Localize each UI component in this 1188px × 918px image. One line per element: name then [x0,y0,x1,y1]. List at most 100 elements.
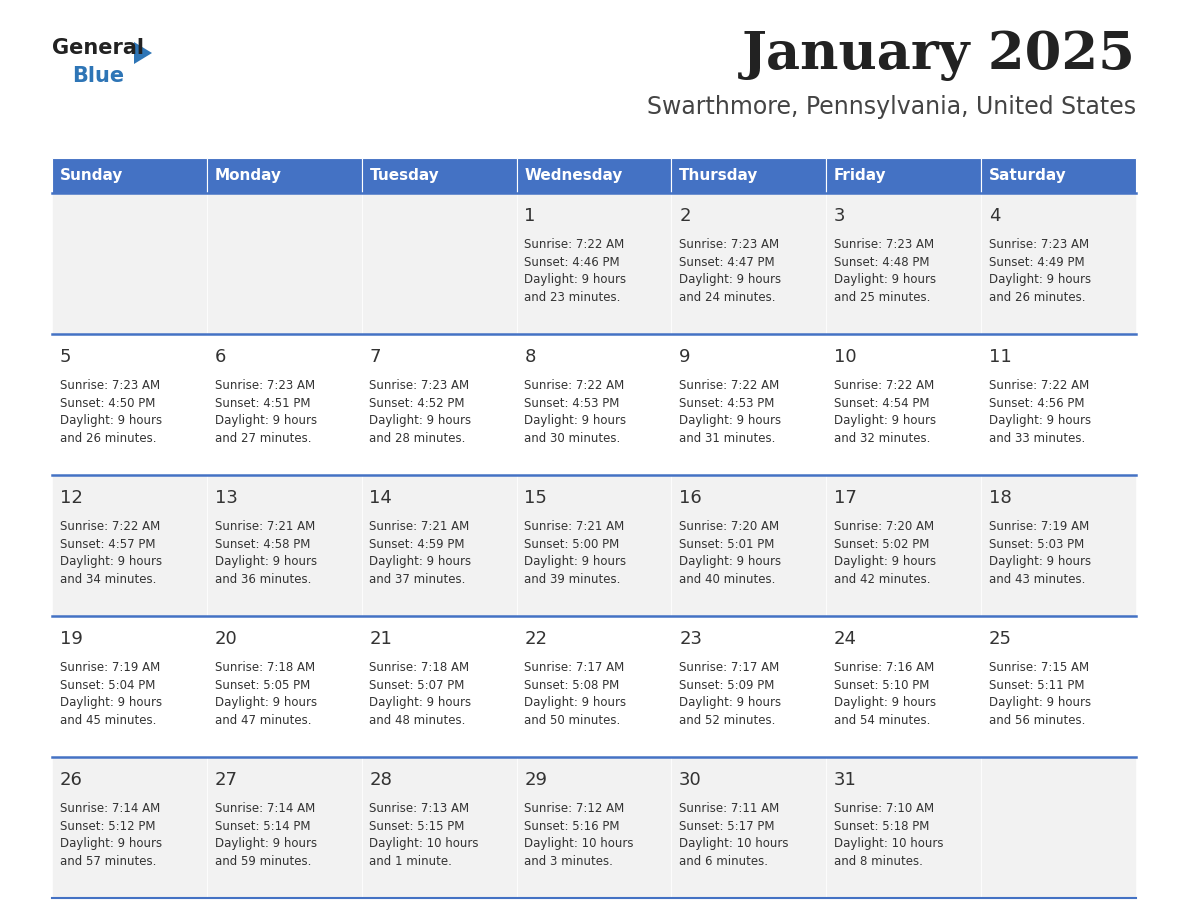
Bar [361,475,517,616]
Text: Sunrise: 7:14 AM
Sunset: 5:14 PM
Daylight: 9 hours
and 59 minutes.: Sunrise: 7:14 AM Sunset: 5:14 PM Dayligh… [215,802,317,868]
Text: 13: 13 [215,489,238,507]
Bar [517,158,671,193]
Text: General: General [52,38,144,58]
Text: Swarthmore, Pennsylvania, United States: Swarthmore, Pennsylvania, United States [647,95,1136,119]
Text: 1: 1 [524,207,536,225]
Text: Sunrise: 7:23 AM
Sunset: 4:50 PM
Daylight: 9 hours
and 26 minutes.: Sunrise: 7:23 AM Sunset: 4:50 PM Dayligh… [59,379,162,444]
Bar [361,193,517,334]
Text: Sunrise: 7:18 AM
Sunset: 5:07 PM
Daylight: 9 hours
and 48 minutes.: Sunrise: 7:18 AM Sunset: 5:07 PM Dayligh… [369,661,472,727]
Text: 22: 22 [524,630,548,648]
Text: Sunrise: 7:22 AM
Sunset: 4:53 PM
Daylight: 9 hours
and 30 minutes.: Sunrise: 7:22 AM Sunset: 4:53 PM Dayligh… [524,379,626,444]
Bar [361,757,517,898]
Bar [671,193,827,334]
Bar [981,158,1136,193]
Bar [671,616,827,757]
Text: Sunday: Sunday [59,168,124,183]
Text: 14: 14 [369,489,392,507]
Bar [827,616,981,757]
Bar [52,757,207,898]
Bar [981,757,1136,898]
Text: Sunrise: 7:21 AM
Sunset: 4:59 PM
Daylight: 9 hours
and 37 minutes.: Sunrise: 7:21 AM Sunset: 4:59 PM Dayligh… [369,521,472,586]
Text: 31: 31 [834,771,857,789]
Bar [981,193,1136,334]
Text: Sunrise: 7:19 AM
Sunset: 5:04 PM
Daylight: 9 hours
and 45 minutes.: Sunrise: 7:19 AM Sunset: 5:04 PM Dayligh… [59,661,162,727]
Bar [207,757,361,898]
Text: Sunrise: 7:10 AM
Sunset: 5:18 PM
Daylight: 10 hours
and 8 minutes.: Sunrise: 7:10 AM Sunset: 5:18 PM Dayligh… [834,802,943,868]
Bar [671,334,827,475]
Bar [361,158,517,193]
Text: Monday: Monday [215,168,282,183]
Text: Sunrise: 7:23 AM
Sunset: 4:51 PM
Daylight: 9 hours
and 27 minutes.: Sunrise: 7:23 AM Sunset: 4:51 PM Dayligh… [215,379,317,444]
Text: 11: 11 [988,348,1012,366]
Bar [671,757,827,898]
Text: 10: 10 [834,348,857,366]
Text: Sunrise: 7:23 AM
Sunset: 4:49 PM
Daylight: 9 hours
and 26 minutes.: Sunrise: 7:23 AM Sunset: 4:49 PM Dayligh… [988,238,1091,304]
Text: Sunrise: 7:17 AM
Sunset: 5:09 PM
Daylight: 9 hours
and 52 minutes.: Sunrise: 7:17 AM Sunset: 5:09 PM Dayligh… [680,661,782,727]
Text: 12: 12 [59,489,83,507]
Text: Wednesday: Wednesday [524,168,623,183]
Text: 17: 17 [834,489,857,507]
Bar [207,334,361,475]
Text: Sunrise: 7:23 AM
Sunset: 4:47 PM
Daylight: 9 hours
and 24 minutes.: Sunrise: 7:23 AM Sunset: 4:47 PM Dayligh… [680,238,782,304]
Text: 20: 20 [215,630,238,648]
Bar [827,757,981,898]
Text: 19: 19 [59,630,83,648]
Bar [981,475,1136,616]
Text: Sunrise: 7:20 AM
Sunset: 5:02 PM
Daylight: 9 hours
and 42 minutes.: Sunrise: 7:20 AM Sunset: 5:02 PM Dayligh… [834,521,936,586]
Text: 26: 26 [59,771,83,789]
Bar [52,334,207,475]
Text: 21: 21 [369,630,392,648]
Text: Sunrise: 7:22 AM
Sunset: 4:53 PM
Daylight: 9 hours
and 31 minutes.: Sunrise: 7:22 AM Sunset: 4:53 PM Dayligh… [680,379,782,444]
Bar [361,616,517,757]
Text: Sunrise: 7:19 AM
Sunset: 5:03 PM
Daylight: 9 hours
and 43 minutes.: Sunrise: 7:19 AM Sunset: 5:03 PM Dayligh… [988,521,1091,586]
Text: Sunrise: 7:20 AM
Sunset: 5:01 PM
Daylight: 9 hours
and 40 minutes.: Sunrise: 7:20 AM Sunset: 5:01 PM Dayligh… [680,521,782,586]
Text: 28: 28 [369,771,392,789]
Text: Thursday: Thursday [680,168,759,183]
Text: 3: 3 [834,207,846,225]
Bar [52,158,207,193]
Text: Sunrise: 7:13 AM
Sunset: 5:15 PM
Daylight: 10 hours
and 1 minute.: Sunrise: 7:13 AM Sunset: 5:15 PM Dayligh… [369,802,479,868]
Text: Tuesday: Tuesday [369,168,440,183]
Text: 4: 4 [988,207,1000,225]
Bar [517,193,671,334]
Text: Sunrise: 7:15 AM
Sunset: 5:11 PM
Daylight: 9 hours
and 56 minutes.: Sunrise: 7:15 AM Sunset: 5:11 PM Dayligh… [988,661,1091,727]
Text: Sunrise: 7:22 AM
Sunset: 4:57 PM
Daylight: 9 hours
and 34 minutes.: Sunrise: 7:22 AM Sunset: 4:57 PM Dayligh… [59,521,162,586]
Text: Sunrise: 7:22 AM
Sunset: 4:56 PM
Daylight: 9 hours
and 33 minutes.: Sunrise: 7:22 AM Sunset: 4:56 PM Dayligh… [988,379,1091,444]
Text: Sunrise: 7:18 AM
Sunset: 5:05 PM
Daylight: 9 hours
and 47 minutes.: Sunrise: 7:18 AM Sunset: 5:05 PM Dayligh… [215,661,317,727]
Bar [361,334,517,475]
Text: Sunrise: 7:21 AM
Sunset: 5:00 PM
Daylight: 9 hours
and 39 minutes.: Sunrise: 7:21 AM Sunset: 5:00 PM Dayligh… [524,521,626,586]
Bar [52,616,207,757]
Bar [517,757,671,898]
Text: January 2025: January 2025 [742,30,1136,81]
Bar [517,475,671,616]
Text: 9: 9 [680,348,690,366]
Text: Saturday: Saturday [988,168,1067,183]
Text: Sunrise: 7:11 AM
Sunset: 5:17 PM
Daylight: 10 hours
and 6 minutes.: Sunrise: 7:11 AM Sunset: 5:17 PM Dayligh… [680,802,789,868]
Bar [671,158,827,193]
Bar [671,475,827,616]
Text: 16: 16 [680,489,702,507]
Bar [827,334,981,475]
Text: Sunrise: 7:17 AM
Sunset: 5:08 PM
Daylight: 9 hours
and 50 minutes.: Sunrise: 7:17 AM Sunset: 5:08 PM Dayligh… [524,661,626,727]
Bar [981,334,1136,475]
Bar [207,475,361,616]
Bar [207,616,361,757]
Text: 7: 7 [369,348,381,366]
Text: Sunrise: 7:23 AM
Sunset: 4:48 PM
Daylight: 9 hours
and 25 minutes.: Sunrise: 7:23 AM Sunset: 4:48 PM Dayligh… [834,238,936,304]
Text: Sunrise: 7:21 AM
Sunset: 4:58 PM
Daylight: 9 hours
and 36 minutes.: Sunrise: 7:21 AM Sunset: 4:58 PM Dayligh… [215,521,317,586]
Text: 29: 29 [524,771,548,789]
Bar [827,158,981,193]
Text: Friday: Friday [834,168,886,183]
Bar [207,158,361,193]
Bar [207,193,361,334]
Bar [52,475,207,616]
Text: 18: 18 [988,489,1012,507]
Text: 8: 8 [524,348,536,366]
Text: Sunrise: 7:22 AM
Sunset: 4:46 PM
Daylight: 9 hours
and 23 minutes.: Sunrise: 7:22 AM Sunset: 4:46 PM Dayligh… [524,238,626,304]
Text: 27: 27 [215,771,238,789]
Text: Sunrise: 7:22 AM
Sunset: 4:54 PM
Daylight: 9 hours
and 32 minutes.: Sunrise: 7:22 AM Sunset: 4:54 PM Dayligh… [834,379,936,444]
Text: 2: 2 [680,207,690,225]
Bar [981,616,1136,757]
Bar [517,616,671,757]
Text: 30: 30 [680,771,702,789]
